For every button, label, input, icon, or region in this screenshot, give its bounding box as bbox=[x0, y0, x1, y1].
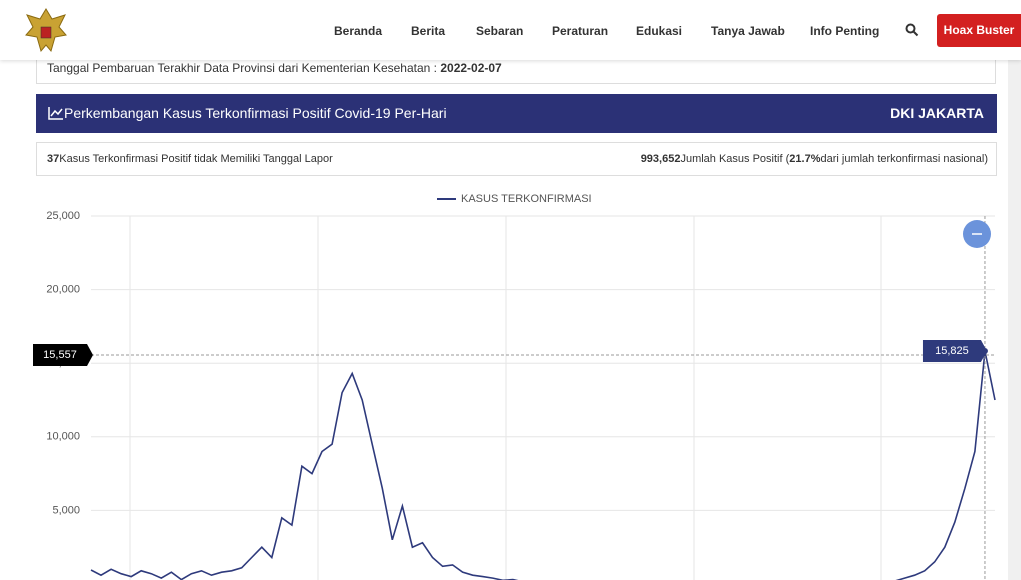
update-text: Tanggal Pembaruan Terakhir Data Provinsi… bbox=[47, 61, 441, 75]
header: Beranda Berita Sebaran Peraturan Edukasi… bbox=[0, 0, 1021, 60]
nav-link[interactable]: Peraturan bbox=[552, 24, 609, 38]
summary-right-tail: dari jumlah terkonfirmasi nasional) bbox=[820, 153, 988, 165]
crosshair-label: 15,557 bbox=[43, 349, 77, 361]
data-point bbox=[981, 348, 988, 355]
update-date: 2022-02-07 bbox=[440, 61, 502, 75]
y-tick-label: 5,000 bbox=[52, 504, 80, 516]
nav-link[interactable]: Berita bbox=[411, 24, 446, 38]
logo[interactable] bbox=[21, 5, 71, 55]
tooltip-label: 15,825 bbox=[935, 345, 969, 357]
nav-link[interactable]: Sebaran bbox=[476, 24, 524, 38]
y-tick-label: 25,000 bbox=[46, 210, 80, 222]
nav-link[interactable]: Tanya Jawab bbox=[711, 24, 785, 38]
legend-label: KASUS TERKONFIRMASI bbox=[461, 193, 592, 205]
summary-left-text: Kasus Terkonfirmasi Positif tidak Memili… bbox=[59, 153, 333, 165]
nav-link[interactable]: Info Penting bbox=[810, 24, 880, 38]
summary-right-percent: 21.7% bbox=[789, 153, 821, 165]
search-icon[interactable] bbox=[905, 23, 919, 37]
data-line bbox=[90, 350, 996, 580]
crosshair-label-box bbox=[33, 344, 93, 367]
banner: Perkembangan Kasus Terkonfirmasi Positif… bbox=[36, 94, 997, 133]
chart-icon bbox=[48, 107, 63, 120]
banner-title: Perkembangan Kasus Terkonfirmasi Positif… bbox=[64, 105, 447, 121]
summary-left-number: 37 bbox=[47, 153, 60, 165]
y-tick-label: 20,000 bbox=[46, 284, 80, 296]
y-tick-label: 10,000 bbox=[46, 431, 80, 443]
summary-left: 37Kasus Terkonfirmasi Positif tidak Memi… bbox=[47, 153, 333, 165]
nav-link[interactable]: Beranda bbox=[334, 24, 383, 38]
hoax-buster-button[interactable]: Hoax Buster bbox=[937, 14, 1021, 47]
summary-right-text: Jumlah Kasus Positif ( bbox=[680, 153, 790, 165]
summary-right-number: 993,652 bbox=[640, 153, 681, 165]
banner-region: DKI JAKARTA bbox=[890, 105, 984, 121]
summary-right: 993,652Jumlah Kasus Positif (21.7%dari j… bbox=[641, 153, 988, 165]
tooltip-box bbox=[922, 340, 987, 363]
nav-link[interactable]: Edukasi bbox=[636, 24, 683, 38]
scrollbar[interactable] bbox=[1008, 60, 1021, 580]
summary: 37Kasus Terkonfirmasi Positif tidak Memi… bbox=[36, 142, 997, 176]
